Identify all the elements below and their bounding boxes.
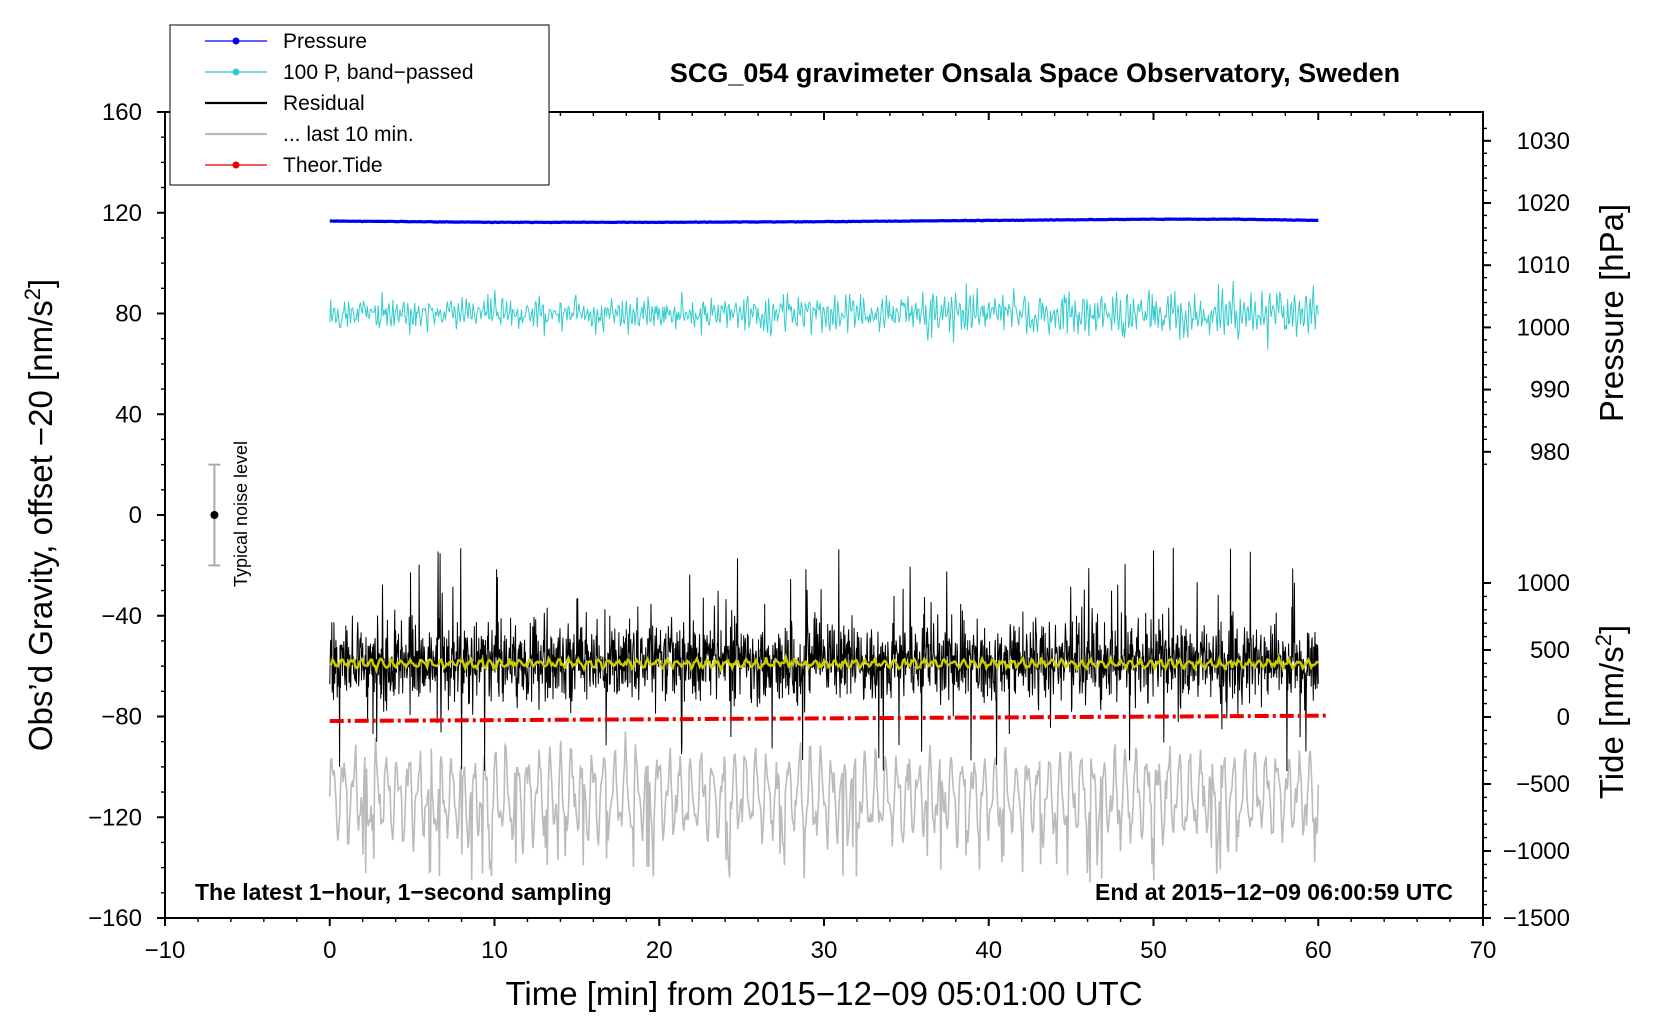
series-100p-band-passed: [329, 280, 1319, 350]
series-theor-tide-line: [329, 713, 1327, 724]
annotation-right: End at 2015−12−09 06:00:59 UTC: [1095, 879, 1453, 905]
legend-marker: [232, 68, 240, 76]
tide-tick-label: −1000: [1503, 838, 1570, 865]
y-tick-label: 40: [115, 401, 142, 428]
y-tick-label: 80: [115, 301, 142, 328]
series-smoothed-residual: [329, 652, 1319, 675]
series-theor-tide: [329, 713, 1327, 724]
series-last-10-min-line: [329, 731, 1320, 883]
y-tick-label: 120: [102, 200, 142, 227]
y-tick-label: −80: [101, 704, 142, 731]
pressure-tick-label: 990: [1530, 377, 1570, 404]
tide-tick-label: −1500: [1503, 905, 1570, 932]
series-pressure-line: [329, 217, 1319, 225]
y-axis-label-left: Obs’d Gravity, offset −20 [nm/s2]: [20, 279, 59, 751]
y-tick-label: 0: [129, 502, 142, 529]
x-axis-label: Time [min] from 2015−12−09 05:01:00 UTC: [505, 975, 1142, 1012]
pressure-tick-label: 1010: [1517, 252, 1570, 279]
noise-point: [210, 511, 219, 519]
pressure-tick-label: 980: [1530, 439, 1570, 466]
y-axis-label-pressure: Pressure [hPa]: [1593, 204, 1630, 422]
x-tick-label: 10: [481, 937, 508, 964]
legend-label: 100 P, band−passed: [283, 61, 474, 84]
x-tick-label: 60: [1305, 937, 1332, 964]
legend-label: Pressure: [283, 30, 367, 53]
noise-indicator: Typical noise level: [208, 441, 251, 587]
axis-ticks: −10 0 10 20 30 40 50 60 7016012080400−40−80−120−…: [88, 99, 1570, 964]
noise-label: Typical noise level: [231, 441, 251, 587]
legend-marker: [232, 37, 240, 45]
legend-marker: [232, 161, 240, 169]
legend: Pressure 100 P, band−passed Residual ... la…: [169, 24, 550, 186]
pressure-tick-label: 1000: [1517, 314, 1570, 341]
series-pressure: [329, 217, 1319, 225]
series-100p-band-passed-line: [329, 280, 1319, 350]
tide-tick-label: 1000: [1517, 570, 1570, 597]
series-smoothed-residual-line: [329, 652, 1319, 675]
pressure-tick-label: 1020: [1517, 190, 1570, 217]
x-tick-label: 40: [975, 937, 1002, 964]
series-last-10-min: [329, 731, 1320, 883]
tide-tick-label: −500: [1516, 771, 1570, 798]
tide-tick-label: 0: [1557, 704, 1570, 731]
legend-label: ... last 10 min.: [283, 123, 414, 146]
x-tick-label: 0: [323, 937, 336, 964]
legend-label: Theor.Tide: [283, 154, 383, 177]
y-tick-label: 160: [102, 99, 142, 126]
series-residual: [329, 547, 1319, 772]
legend-box: [169, 24, 550, 186]
y-tick-label: −120: [88, 804, 142, 831]
y-tick-label: −160: [88, 905, 142, 932]
x-tick-label: −10: [145, 937, 186, 964]
x-tick-label: 50: [1140, 937, 1167, 964]
pressure-tick-label: 1030: [1517, 128, 1570, 155]
y-axis-label-tide: Tide [nm/s2]: [1591, 625, 1630, 799]
tide-tick-label: 500: [1530, 637, 1570, 664]
x-tick-label: 30: [811, 937, 838, 964]
annotation-left: The latest 1−hour, 1−second sampling: [195, 879, 612, 905]
legend-label: Residual: [283, 92, 365, 115]
series-residual-line: [329, 547, 1319, 772]
x-tick-label: 20: [646, 937, 673, 964]
chart-title: SCG_054 gravimeter Onsala Space Observat…: [670, 58, 1400, 88]
x-tick-label: 70: [1470, 937, 1497, 964]
y-tick-label: −40: [101, 603, 142, 630]
